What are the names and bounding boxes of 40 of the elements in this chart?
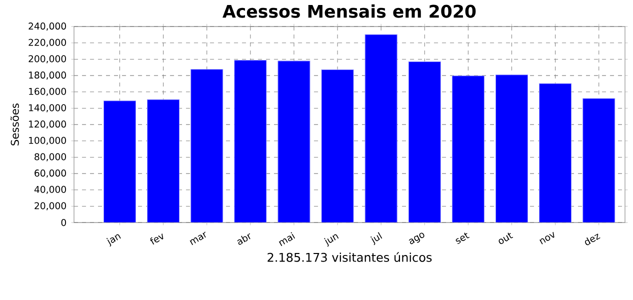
y-tick-label: 220,000 [28, 39, 66, 48]
y-tick-label: 140,000 [29, 104, 66, 112]
bar [539, 84, 572, 223]
bar [321, 70, 354, 223]
bar [103, 100, 136, 223]
bar [147, 100, 180, 223]
x-tick-label: set [456, 232, 470, 244]
bar [190, 69, 224, 223]
bar [278, 60, 310, 223]
x-tick-label: mai [278, 232, 296, 246]
y-tick-label: 40,000 [34, 186, 66, 194]
bar [408, 62, 441, 223]
y-tick-label: 80,000 [34, 153, 66, 162]
chart-title: Acessos Mensais em 2020 [222, 4, 476, 18]
y-tick-label: 160,000 [29, 88, 66, 96]
y-axis-title: Sessões [10, 104, 19, 146]
x-tick-label: jan [106, 234, 121, 247]
bar [364, 34, 398, 223]
y-tick-label: 240,000 [28, 22, 66, 31]
x-tick-label: abr [237, 234, 250, 246]
x-tick-label: out [498, 232, 514, 244]
y-tick-label: 20,000 [34, 202, 66, 210]
y-tick-label: 200,000 [28, 55, 66, 64]
x-axis-title: 2.185.173 visitantes únicos [268, 252, 432, 262]
x-tick-label: jul [370, 232, 382, 246]
x-tick-label: fev [150, 234, 164, 245]
bar [582, 98, 616, 223]
x-tick-label: ago [408, 232, 424, 244]
bar [234, 60, 267, 223]
x-tick-label: jun [324, 234, 339, 247]
bar [495, 74, 528, 223]
x-tick-label: nov [540, 232, 554, 245]
x-tick-label: dez [585, 234, 600, 246]
y-tick-label: 60,000 [34, 170, 66, 178]
y-tick-label: 0 [61, 219, 66, 226]
y-tick-label: 180,000 [29, 72, 66, 80]
bar [452, 76, 484, 223]
y-tick-label: 100,000 [29, 137, 66, 146]
x-tick-label: mar [190, 232, 206, 246]
y-tick-label: 120,000 [29, 120, 66, 129]
